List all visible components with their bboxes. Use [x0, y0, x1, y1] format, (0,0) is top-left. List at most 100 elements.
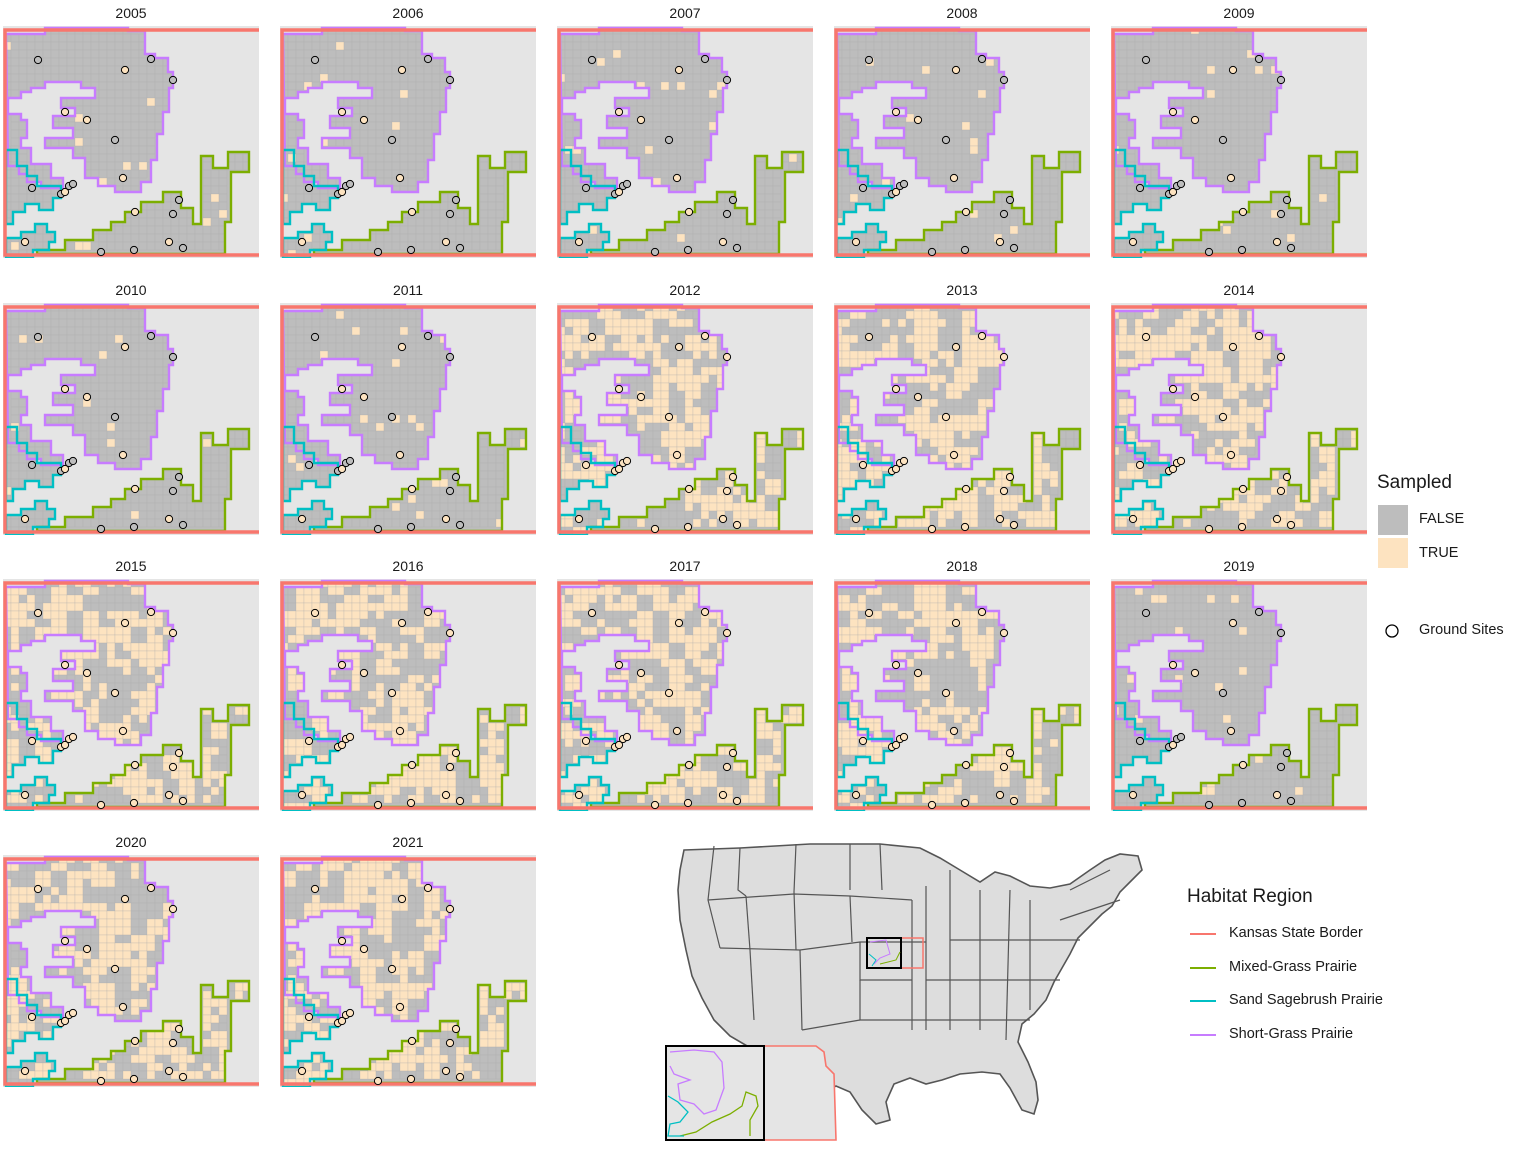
grid-cell	[865, 193, 875, 203]
ground-site	[120, 65, 130, 75]
grid-cell	[684, 177, 694, 187]
grid-cell	[415, 81, 425, 91]
grid-cell	[644, 326, 654, 336]
grid-cell	[961, 105, 971, 115]
grid-cell	[929, 334, 939, 344]
grid-cell	[652, 81, 662, 91]
grid-cell	[937, 366, 947, 376]
grid-cell	[1230, 33, 1240, 43]
grid-cell	[1158, 33, 1168, 43]
grid-cell	[471, 502, 481, 512]
grid-cell	[1206, 73, 1216, 83]
grid-cell	[383, 422, 393, 432]
grid-cell	[58, 41, 68, 51]
grid-cell	[114, 374, 124, 384]
grid-cell	[1238, 510, 1248, 520]
grid-cell	[295, 470, 305, 480]
ground-site	[395, 173, 405, 183]
grid-cell	[644, 334, 654, 344]
grid-cell	[431, 398, 441, 408]
grid-cell	[572, 73, 582, 83]
grid-cell	[1041, 193, 1051, 203]
grid-cell	[1238, 97, 1248, 107]
grid-cell	[660, 153, 670, 163]
grid-cell	[18, 318, 28, 328]
grid-cell	[953, 366, 963, 376]
grid-cell	[42, 57, 52, 67]
grid-cell	[122, 121, 132, 131]
grid-cell	[26, 586, 36, 596]
grid-cell	[913, 406, 923, 416]
grid-cell	[375, 406, 385, 416]
grid-cell	[612, 41, 622, 51]
grid-cell	[692, 57, 702, 67]
grid-cell	[391, 366, 401, 376]
grid-cell	[969, 430, 979, 440]
grid-cell	[756, 502, 766, 512]
grid-cell	[881, 342, 891, 352]
grid-cell	[423, 342, 433, 352]
grid-cell	[319, 57, 329, 67]
ground-site	[96, 524, 106, 534]
grid-cell	[668, 241, 678, 251]
grid-cell	[857, 73, 867, 83]
grid-cell	[1262, 97, 1272, 107]
grid-cell	[10, 666, 20, 676]
grid-cell	[945, 358, 955, 368]
grid-cell	[42, 318, 52, 328]
grid-cell	[487, 225, 497, 235]
grid-cell	[1310, 518, 1320, 528]
grid-cell	[407, 89, 417, 99]
grid-cell	[218, 462, 228, 472]
grid-cell	[34, 786, 44, 796]
grid-cell	[660, 89, 670, 99]
grid-cell	[700, 217, 710, 227]
grid-cell	[10, 754, 20, 764]
grid-cell	[953, 41, 963, 51]
grid-cell	[612, 318, 622, 328]
grid-cell	[295, 342, 305, 352]
grid-cell	[367, 318, 377, 328]
grid-cell	[367, 342, 377, 352]
grid-cell	[905, 113, 915, 123]
grid-cell	[636, 350, 646, 360]
grid-cell	[929, 366, 939, 376]
grid-cell	[1198, 318, 1208, 328]
grid-cell	[34, 193, 44, 203]
grid-cell	[407, 342, 417, 352]
grid-cell	[849, 193, 859, 203]
grid-cell	[146, 65, 156, 75]
grid-cell	[343, 374, 353, 384]
grid-cell	[881, 33, 891, 43]
ground-site	[851, 514, 861, 524]
grid-cell	[1262, 478, 1272, 488]
grid-cell	[367, 161, 377, 171]
grid-cell	[295, 430, 305, 440]
grid-cell	[953, 113, 963, 123]
grid-cell	[660, 430, 670, 440]
grid-cell	[130, 454, 140, 464]
grid-cell	[154, 478, 164, 488]
grid-cell	[740, 510, 750, 520]
grid-cell	[58, 626, 68, 636]
grid-cell	[1262, 366, 1272, 376]
grid-cell	[202, 502, 212, 512]
grid-cell	[1350, 438, 1357, 448]
panel-title: 2012	[669, 282, 701, 298]
grid-cell	[1318, 470, 1328, 480]
grid-cell	[628, 57, 638, 67]
grid-cell	[399, 334, 409, 344]
grid-cell	[572, 454, 582, 464]
grid-cell	[66, 342, 76, 352]
grid-cell	[985, 342, 995, 352]
ground-site	[614, 384, 624, 394]
grid-cell	[399, 41, 409, 51]
ground-site	[33, 55, 43, 65]
grid-cell	[881, 57, 891, 67]
grid-cell	[186, 518, 196, 528]
grid-cell	[359, 241, 369, 251]
grid-cell	[407, 153, 417, 163]
grid-cell	[210, 225, 220, 235]
grid-cell	[628, 326, 638, 336]
grid-cell	[122, 145, 132, 155]
